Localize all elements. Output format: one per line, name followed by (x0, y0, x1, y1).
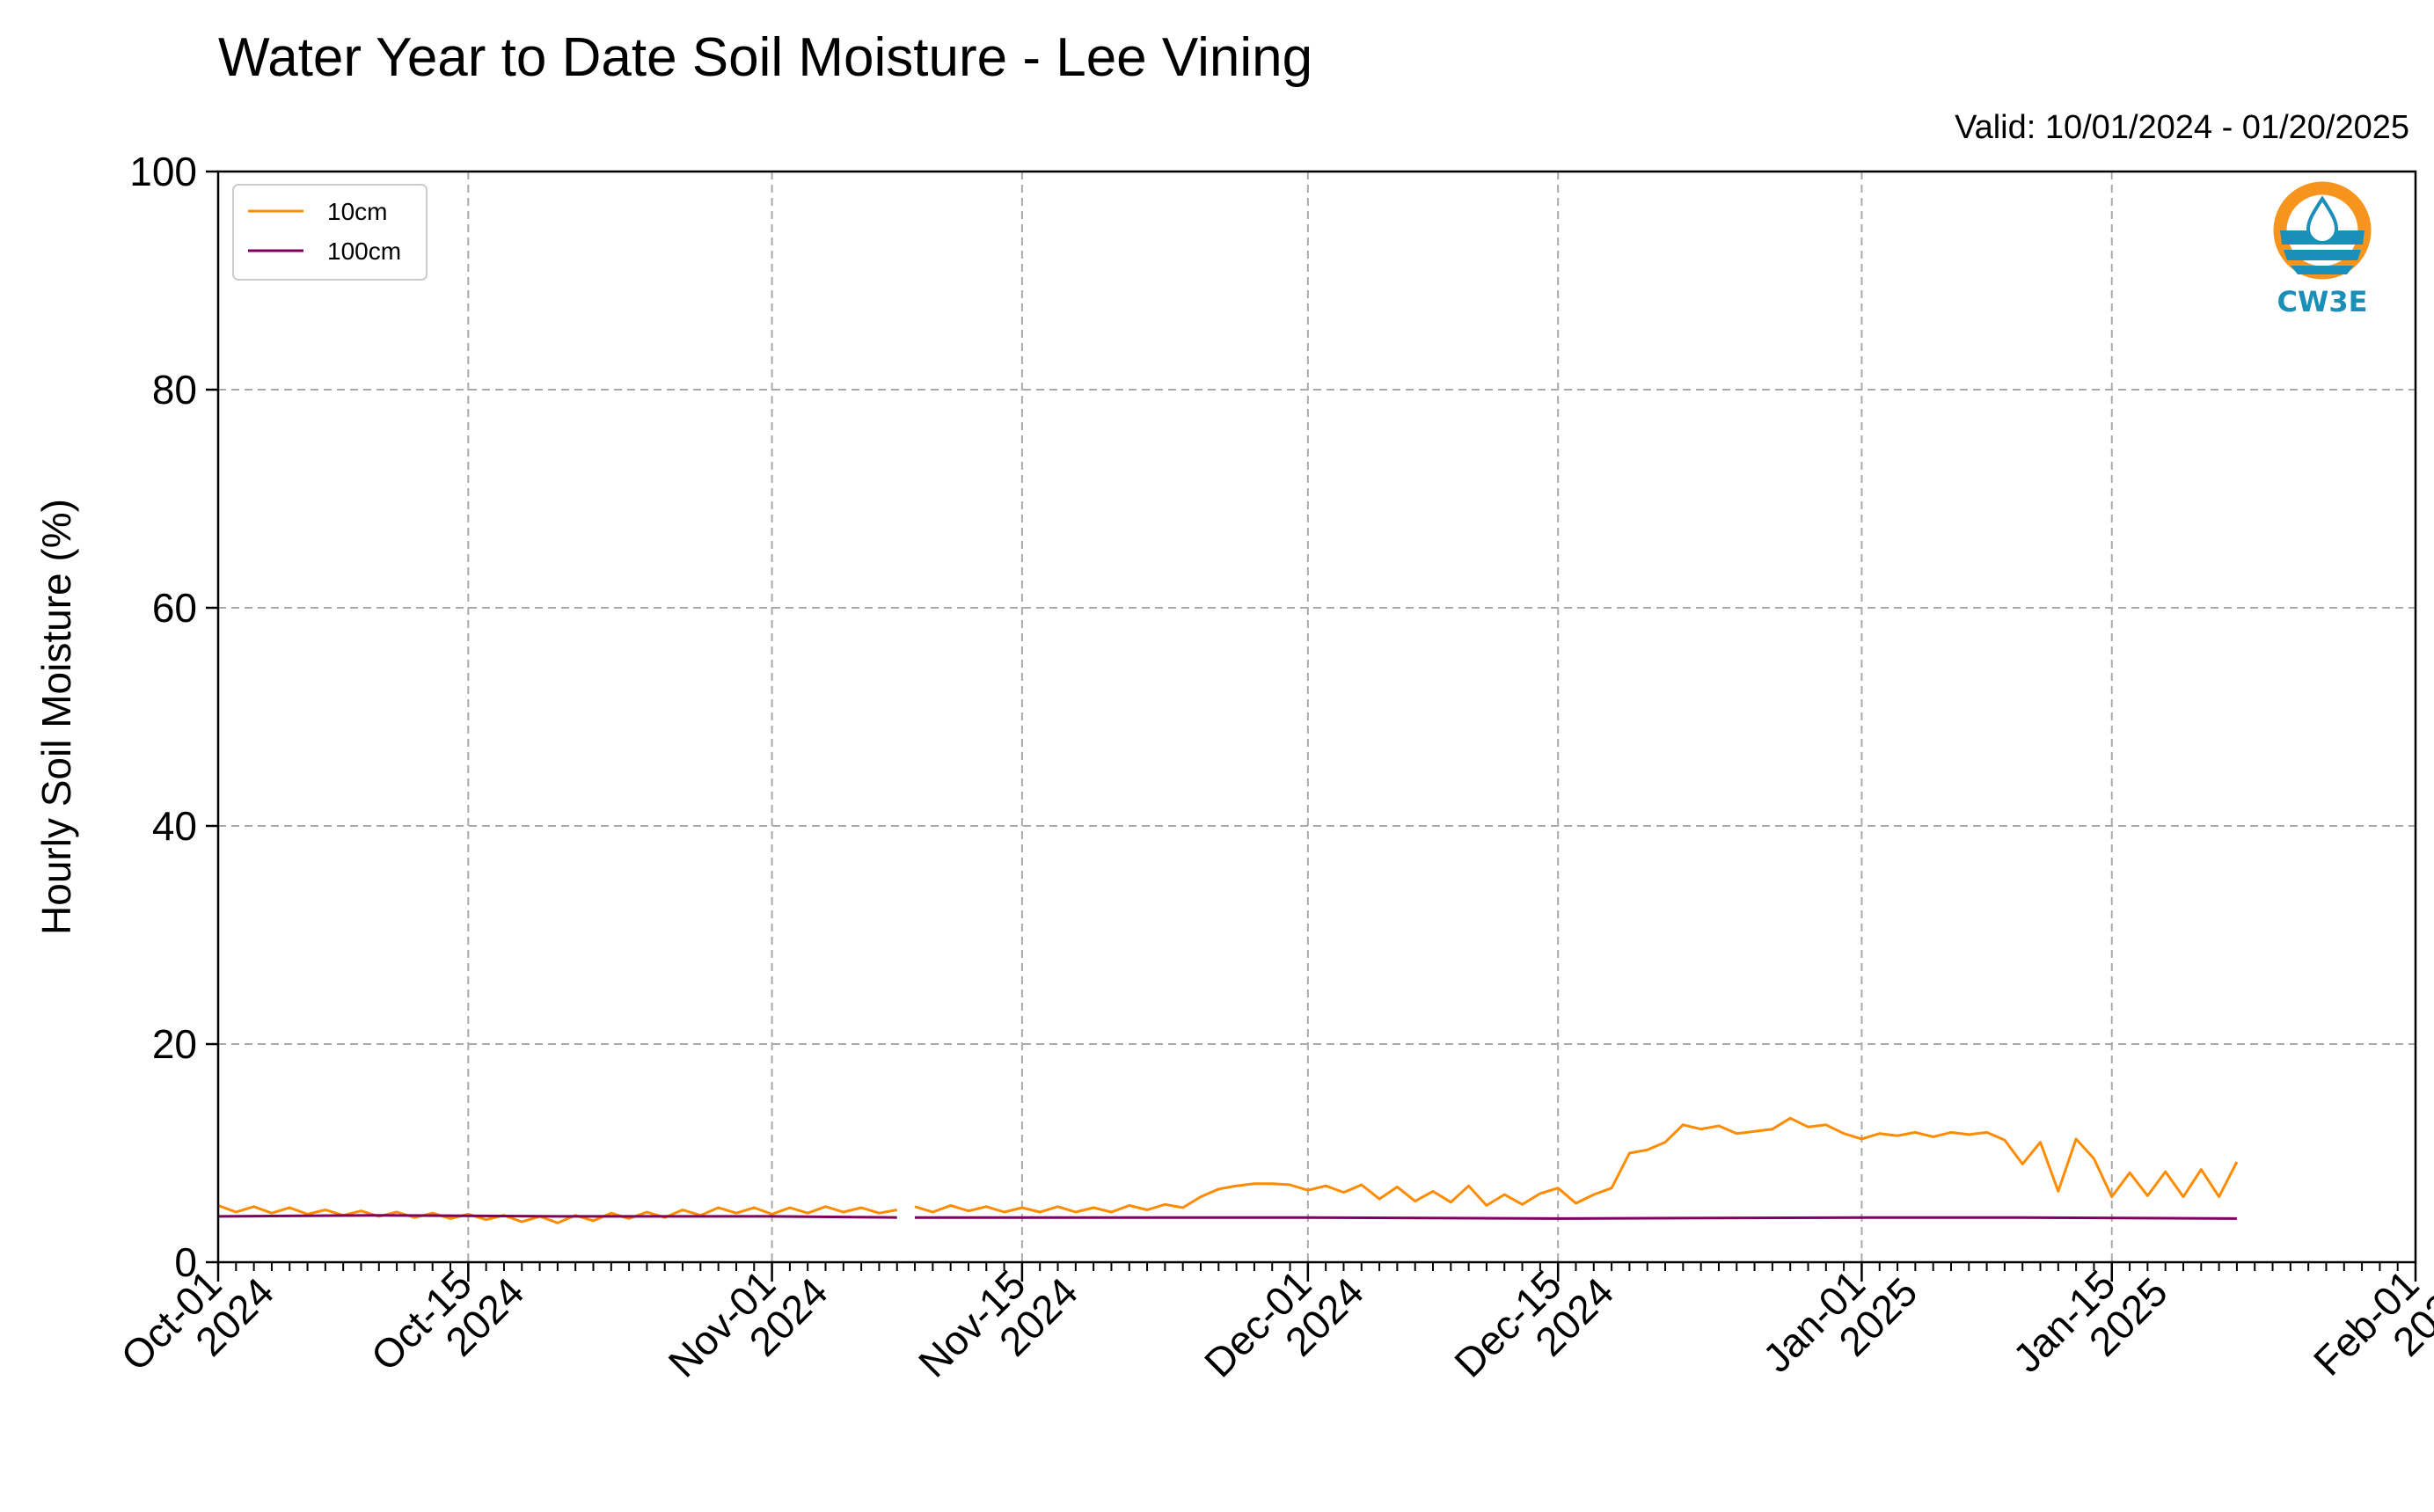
axis-ticks (206, 170, 2417, 1282)
series-line-10cm (914, 1116, 2239, 1214)
chart-title: Water Year to Date Soil Moisture - Lee V… (218, 27, 1313, 88)
y-axis-label: Hourly Soil Moisture (%) (33, 499, 79, 935)
series-line-100cm (915, 1216, 2237, 1220)
y-tick-label: 40 (152, 803, 197, 849)
series-line-100cm (217, 1214, 897, 1219)
series-lines (217, 1116, 2239, 1224)
y-tick-label: 100 (129, 149, 197, 194)
valid-date-range: Valid: 10/01/2024 - 01/20/2025 (1955, 109, 2409, 146)
legend-label-10cm: 10cm (327, 198, 387, 225)
y-tick-label: 0 (174, 1239, 197, 1285)
cw3e-logo: CW3E (2273, 181, 2372, 318)
water-drop-logo-icon (2306, 195, 2339, 245)
logo-text: CW3E (2277, 285, 2368, 318)
plot-area-frame (216, 170, 2417, 1264)
legend: 10cm 100cm (232, 184, 428, 281)
series-line-10cm (217, 1204, 897, 1224)
y-tick-label: 20 (152, 1021, 197, 1067)
legend-frame (232, 184, 428, 281)
y-tick-label: 80 (152, 367, 197, 413)
legend-label-100cm: 100cm (327, 237, 401, 265)
grid-lines (218, 172, 2416, 1262)
y-tick-label: 60 (152, 585, 197, 631)
